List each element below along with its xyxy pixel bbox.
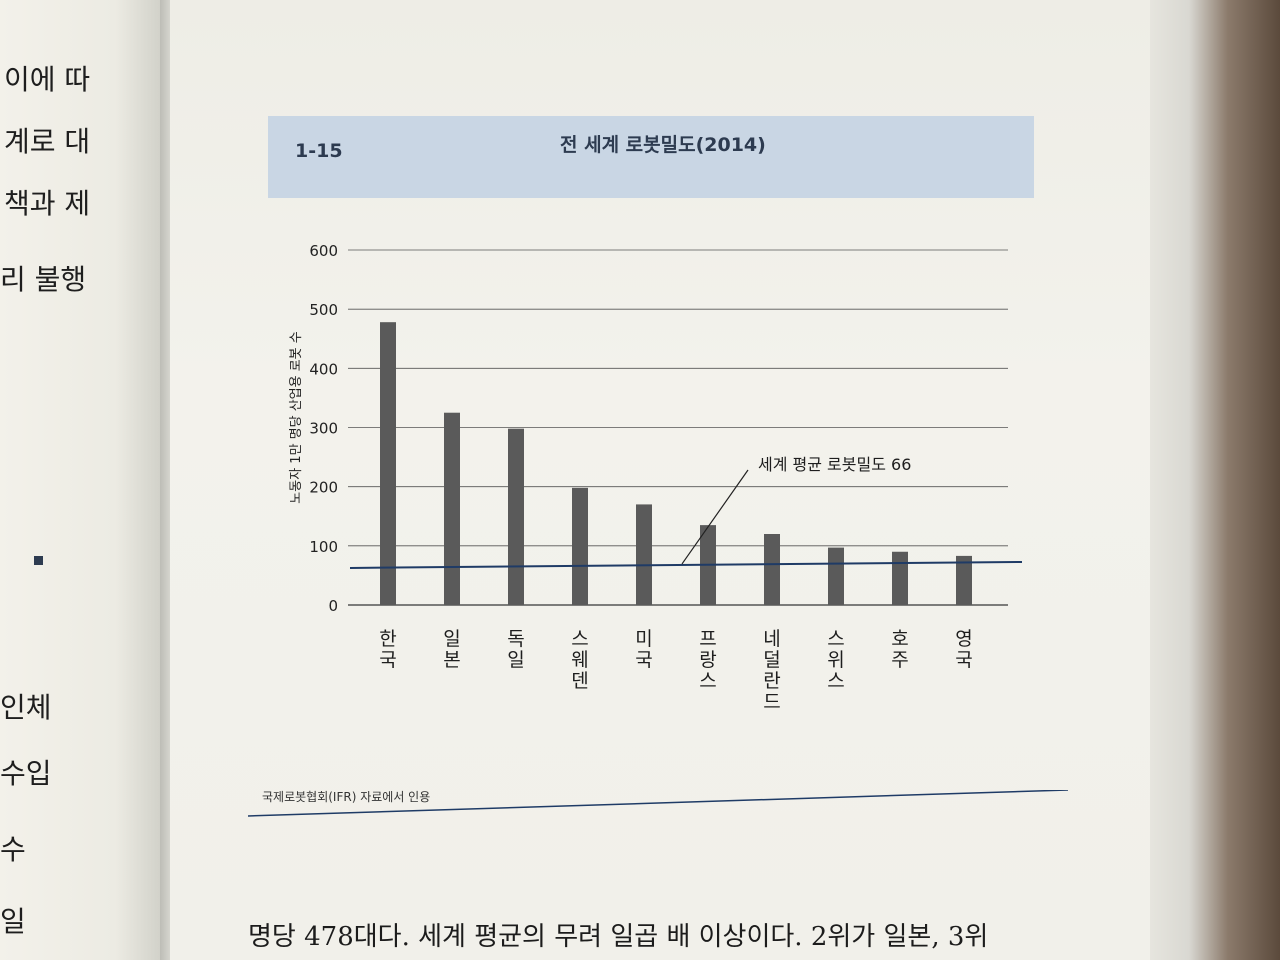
figure-header <box>268 116 1034 198</box>
left-page: 이에 따 계로 대 책과 제 리 불행 인체 수입 수 일 <box>0 0 165 960</box>
y-axis-label: 노동자 1만 명당 산업용 로봇 수 <box>289 331 304 503</box>
figure-title: 전 세계 로봇밀도(2014) <box>560 134 766 156</box>
reference-line <box>349 560 1023 569</box>
figure-number: 1-15 <box>295 140 343 162</box>
left-page-line: 책과 제 <box>4 187 91 220</box>
reference-line-label: 세계 평균 로봇밀도 66 <box>758 455 911 474</box>
left-page-line: 인체 <box>0 691 52 724</box>
bullet-marker <box>34 556 43 565</box>
bar <box>444 412 460 605</box>
left-page-line: 수입 <box>0 757 52 790</box>
y-tick-label: 300 <box>309 420 338 438</box>
bar <box>956 555 972 605</box>
left-page-line: 리 불행 <box>0 263 87 296</box>
bar <box>380 322 396 605</box>
body-text: 명당 478대다. 세계 평균의 무려 일곱 배 이상이다. 2위가 일본, 3… <box>248 922 989 952</box>
source-rule <box>248 790 1068 817</box>
bar <box>892 551 908 605</box>
figure-source: 국제로봇협회(IFR) 자료에서 인용 <box>262 790 431 804</box>
left-page-line: 수 <box>0 833 26 866</box>
left-page-line: 이에 따 <box>4 63 91 96</box>
page-edges <box>1150 0 1280 960</box>
bar <box>508 428 524 605</box>
bar <box>572 487 588 605</box>
annotation-leader <box>681 469 749 565</box>
left-page-line: 계로 대 <box>4 125 91 158</box>
bar <box>828 547 844 605</box>
bar <box>764 534 780 605</box>
y-tick-label: 100 <box>309 538 338 556</box>
bar <box>636 504 652 605</box>
left-page-line: 일 <box>0 905 26 938</box>
y-tick-label: 400 <box>309 360 338 378</box>
y-tick-label: 600 <box>309 242 338 260</box>
y-tick-label: 0 <box>328 597 338 615</box>
y-tick-label: 200 <box>309 479 338 497</box>
y-tick-label: 500 <box>309 301 338 319</box>
